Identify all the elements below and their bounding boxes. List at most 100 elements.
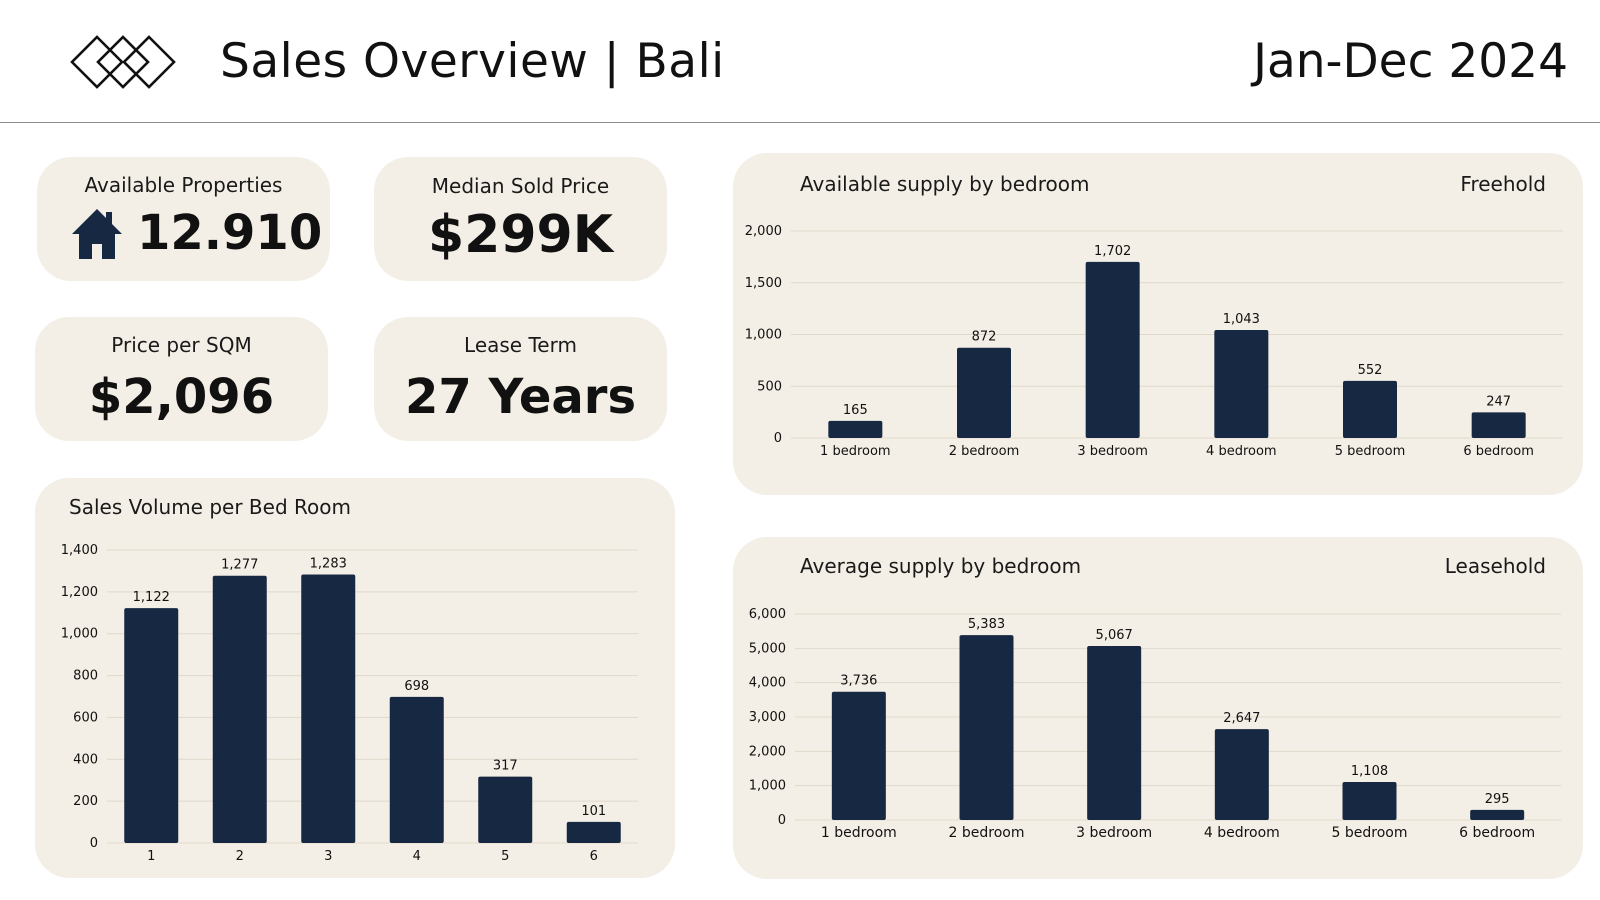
category-label: 4	[413, 849, 421, 864]
value-label: 247	[1486, 394, 1511, 409]
kpi-value: $299K	[427, 205, 614, 265]
value-label: 5,067	[1096, 628, 1133, 643]
y-tick-label: 1,400	[61, 543, 98, 558]
bar	[957, 347, 1011, 438]
kpi-label: Lease Term	[464, 333, 577, 357]
y-tick-label: 0	[778, 813, 786, 828]
page-title: Sales Overview | Bali	[220, 34, 725, 89]
price-per-sqm-card: Price per SQM $2,096	[35, 317, 328, 441]
bar	[1342, 781, 1397, 820]
bar	[389, 696, 444, 843]
category-label: 2	[236, 849, 244, 864]
value-label: 295	[1485, 792, 1510, 807]
category-label: 6	[590, 849, 598, 864]
y-tick-label: 1,000	[61, 627, 98, 642]
category-label: 5 bedroom	[1335, 444, 1406, 459]
value-label: 1,122	[133, 590, 170, 605]
y-tick-label: 1,000	[745, 328, 782, 343]
y-tick-label: 500	[757, 379, 782, 394]
leasehold-tag: Leasehold	[1444, 554, 1546, 578]
chart-title: Average supply by bedroom	[800, 554, 1082, 578]
bar	[1214, 729, 1269, 820]
value-label: 1,283	[310, 556, 347, 571]
y-tick-label: 400	[73, 752, 98, 767]
bar	[828, 420, 883, 438]
kpi-value: 12.910	[137, 205, 323, 261]
freehold-supply-chart: 0 500 1,000 1,500 2,000 165 1 bedroom 872 2 bedr…	[745, 224, 1563, 459]
category-label: 4 bedroom	[1204, 825, 1280, 841]
value-label: 1,043	[1223, 312, 1260, 327]
bar	[1087, 646, 1142, 820]
bar	[1085, 261, 1140, 438]
chart-title: Sales Volume per Bed Room	[69, 495, 351, 519]
leasehold-supply-chart: 0 1,000 2,000 3,000 4,000 5,000 6,000 3,736 1 be…	[749, 607, 1561, 841]
y-tick-label: 0	[774, 431, 782, 446]
value-label: 5,383	[968, 617, 1005, 632]
bar	[959, 635, 1014, 820]
kpi-value: 27 Years	[404, 369, 637, 425]
value-label: 317	[493, 759, 518, 774]
value-label: 2,647	[1223, 711, 1260, 726]
value-label: 1,108	[1351, 764, 1388, 779]
header: Sales Overview | Bali Jan-Dec 2024	[0, 0, 1600, 123]
value-label: 101	[581, 804, 606, 819]
category-label: 6 bedroom	[1459, 825, 1535, 841]
value-label: 698	[404, 679, 429, 694]
value-label: 3,736	[840, 674, 877, 689]
house-icon	[72, 209, 122, 259]
bar	[212, 575, 267, 843]
bar	[1214, 330, 1269, 438]
bar	[1343, 380, 1397, 438]
y-tick-label: 3,000	[749, 710, 786, 725]
y-tick-label: 4,000	[749, 676, 786, 691]
y-tick-label: 600	[73, 710, 98, 725]
median-sold-price-card: Median Sold Price $299K	[374, 157, 667, 281]
category-label: 6 bedroom	[1463, 444, 1534, 459]
logo-icon	[70, 35, 176, 89]
kpi-label: Median Sold Price	[431, 174, 610, 198]
category-label: 2 bedroom	[949, 444, 1020, 459]
sales-volume-chart: 0 200 400 600 800 1,000 1,200 1,400 1,122 1 1,277 2…	[61, 543, 638, 864]
y-tick-label: 5,000	[749, 641, 786, 656]
available-properties-card: Available Properties 12.910	[37, 157, 330, 281]
bar	[478, 776, 533, 843]
y-tick-label: 800	[73, 669, 98, 684]
y-tick-label: 200	[73, 794, 98, 809]
category-label: 3 bedroom	[1077, 444, 1148, 459]
y-tick-label: 0	[90, 836, 98, 851]
bar	[831, 691, 886, 820]
y-tick-label: 1,200	[61, 585, 98, 600]
value-label: 872	[972, 330, 997, 345]
y-tick-label: 2,000	[749, 744, 786, 759]
category-label: 1 bedroom	[820, 444, 891, 459]
category-label: 5 bedroom	[1332, 825, 1408, 841]
y-tick-label: 6,000	[749, 607, 786, 622]
kpi-label: Price per SQM	[111, 333, 252, 357]
category-label: 5	[501, 849, 509, 864]
bar	[124, 608, 179, 843]
category-label: 2 bedroom	[949, 825, 1025, 841]
bar	[301, 574, 356, 843]
y-tick-label: 2,000	[745, 224, 782, 239]
freehold-tag: Freehold	[1460, 172, 1546, 196]
category-label: 3 bedroom	[1076, 825, 1152, 841]
leasehold-chart-card: Average supply by bedroom Leasehold	[733, 537, 1583, 879]
bar	[1471, 412, 1526, 438]
kpi-value: $2,096	[88, 369, 275, 425]
category-label: 4 bedroom	[1206, 444, 1277, 459]
value-label: 1,277	[221, 558, 258, 573]
category-label: 1 bedroom	[821, 825, 897, 841]
reporting-period: Jan-Dec 2024	[1253, 34, 1568, 89]
bar	[1470, 809, 1525, 820]
value-label: 552	[1358, 363, 1383, 378]
category-label: 3	[324, 849, 332, 864]
bar	[566, 821, 621, 843]
kpi-label: Available Properties	[84, 173, 283, 197]
chart-title: Available supply by bedroom	[800, 172, 1090, 196]
value-label: 1,702	[1094, 244, 1131, 259]
y-tick-label: 1,500	[745, 276, 782, 291]
y-tick-label: 1,000	[749, 779, 786, 794]
value-label: 165	[843, 403, 868, 418]
lease-term-card: Lease Term 27 Years	[374, 317, 667, 441]
category-label: 1	[147, 849, 155, 864]
